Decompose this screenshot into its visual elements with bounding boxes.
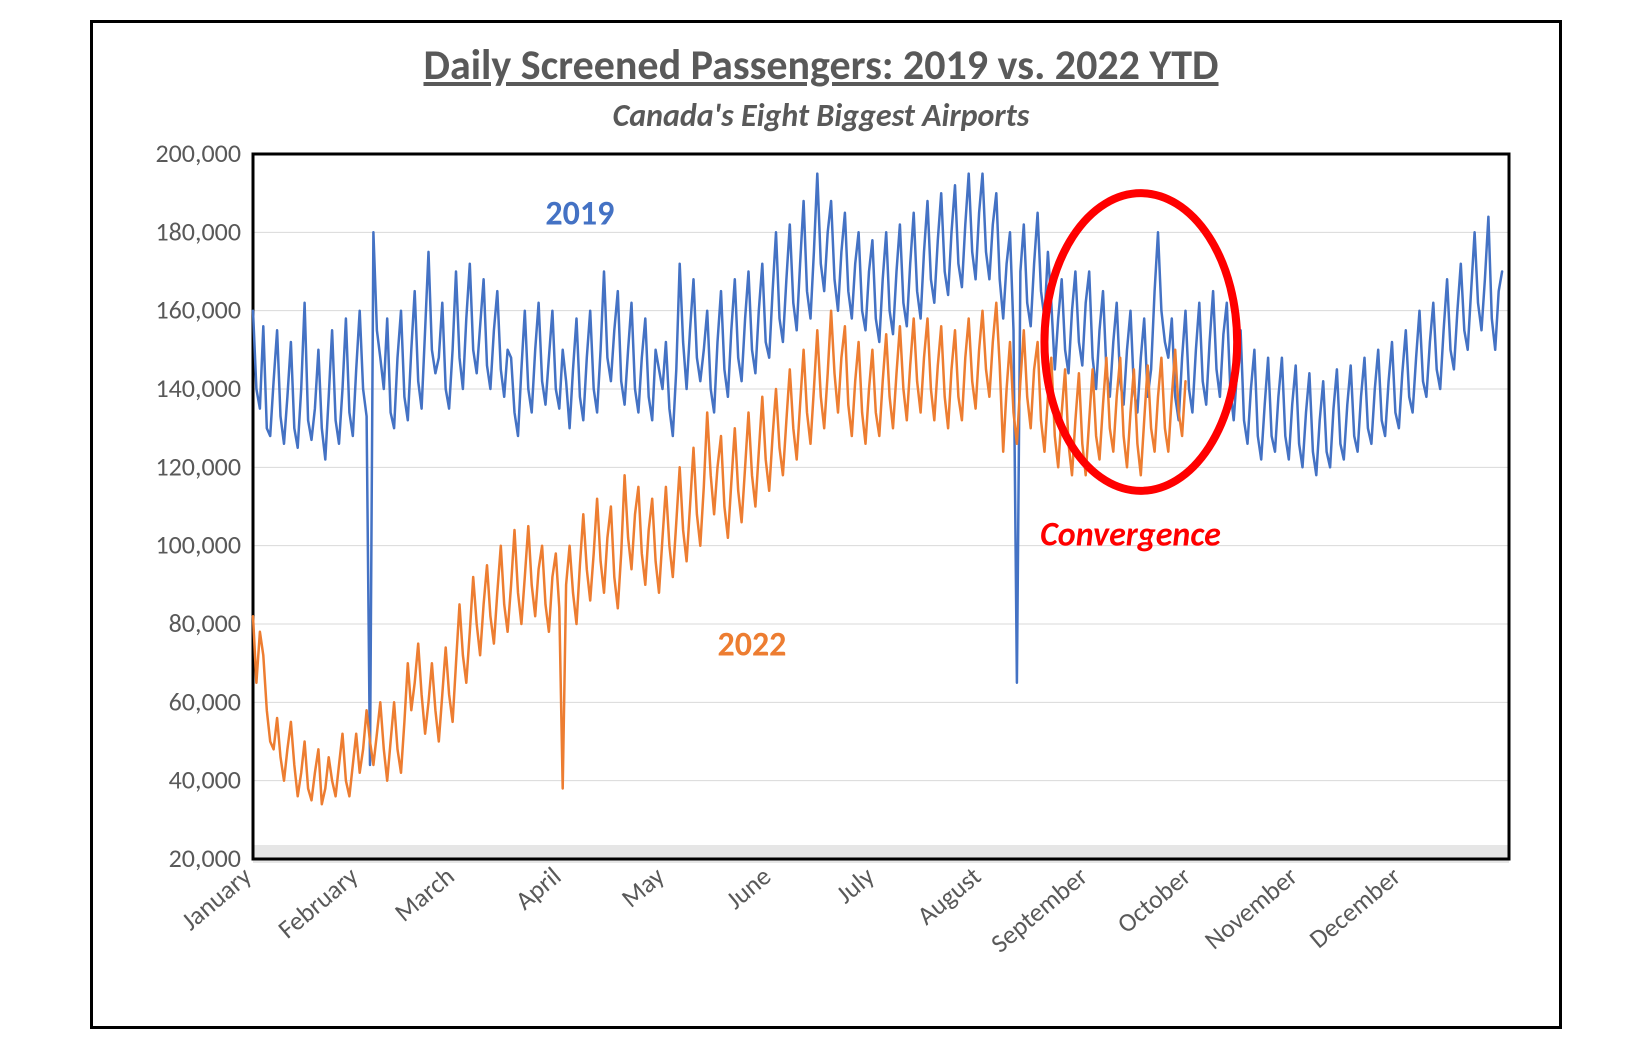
chart-frame: Daily Screened Passengers: 2019 vs. 2022… bbox=[90, 20, 1562, 1029]
x-axis-label: July bbox=[829, 859, 880, 909]
x-axis-label: May bbox=[615, 859, 671, 913]
chart-container: Daily Screened Passengers: 2019 vs. 2022… bbox=[0, 0, 1652, 1049]
y-axis-label: 120,000 bbox=[155, 450, 241, 482]
chart-subtitle: Canada's Eight Biggest Airports bbox=[123, 97, 1519, 135]
x-axis-label: October bbox=[1110, 860, 1196, 940]
series-label-2019: 2019 bbox=[545, 193, 614, 234]
y-axis-label: 140,000 bbox=[155, 372, 241, 404]
series-2019 bbox=[253, 173, 1502, 764]
y-axis-label: 40,000 bbox=[169, 763, 241, 795]
plot-area-wrapper: 20,00040,00060,00080,000100,000120,00014… bbox=[123, 144, 1519, 999]
plot-border bbox=[253, 154, 1509, 859]
chart-title: Daily Screened Passengers: 2019 vs. 2022… bbox=[123, 41, 1519, 91]
y-axis-label: 180,000 bbox=[155, 215, 241, 247]
chart-titles: Daily Screened Passengers: 2019 vs. 2022… bbox=[123, 41, 1519, 136]
x-axis-label: June bbox=[719, 860, 777, 916]
y-axis-label: 100,000 bbox=[155, 528, 241, 560]
annotation-text: Convergence bbox=[1040, 514, 1221, 555]
x-axis-label: December bbox=[1303, 860, 1407, 955]
x-axis-label: September bbox=[984, 860, 1094, 959]
y-axis-label: 200,000 bbox=[155, 144, 241, 169]
x-axis-label: February bbox=[271, 859, 364, 944]
y-axis-label: 80,000 bbox=[169, 607, 241, 639]
series-label-2022: 2022 bbox=[717, 624, 786, 665]
x-axis-label: April bbox=[509, 860, 568, 916]
annotation-circle bbox=[1044, 193, 1237, 491]
line-chart: 20,00040,00060,00080,000100,000120,00014… bbox=[123, 144, 1519, 999]
x-axis-label: November bbox=[1198, 860, 1304, 956]
y-axis-label: 160,000 bbox=[155, 293, 241, 325]
x-axis-label: March bbox=[388, 860, 461, 928]
y-axis-label: 60,000 bbox=[169, 685, 241, 717]
x-axis-label: August bbox=[910, 859, 987, 931]
